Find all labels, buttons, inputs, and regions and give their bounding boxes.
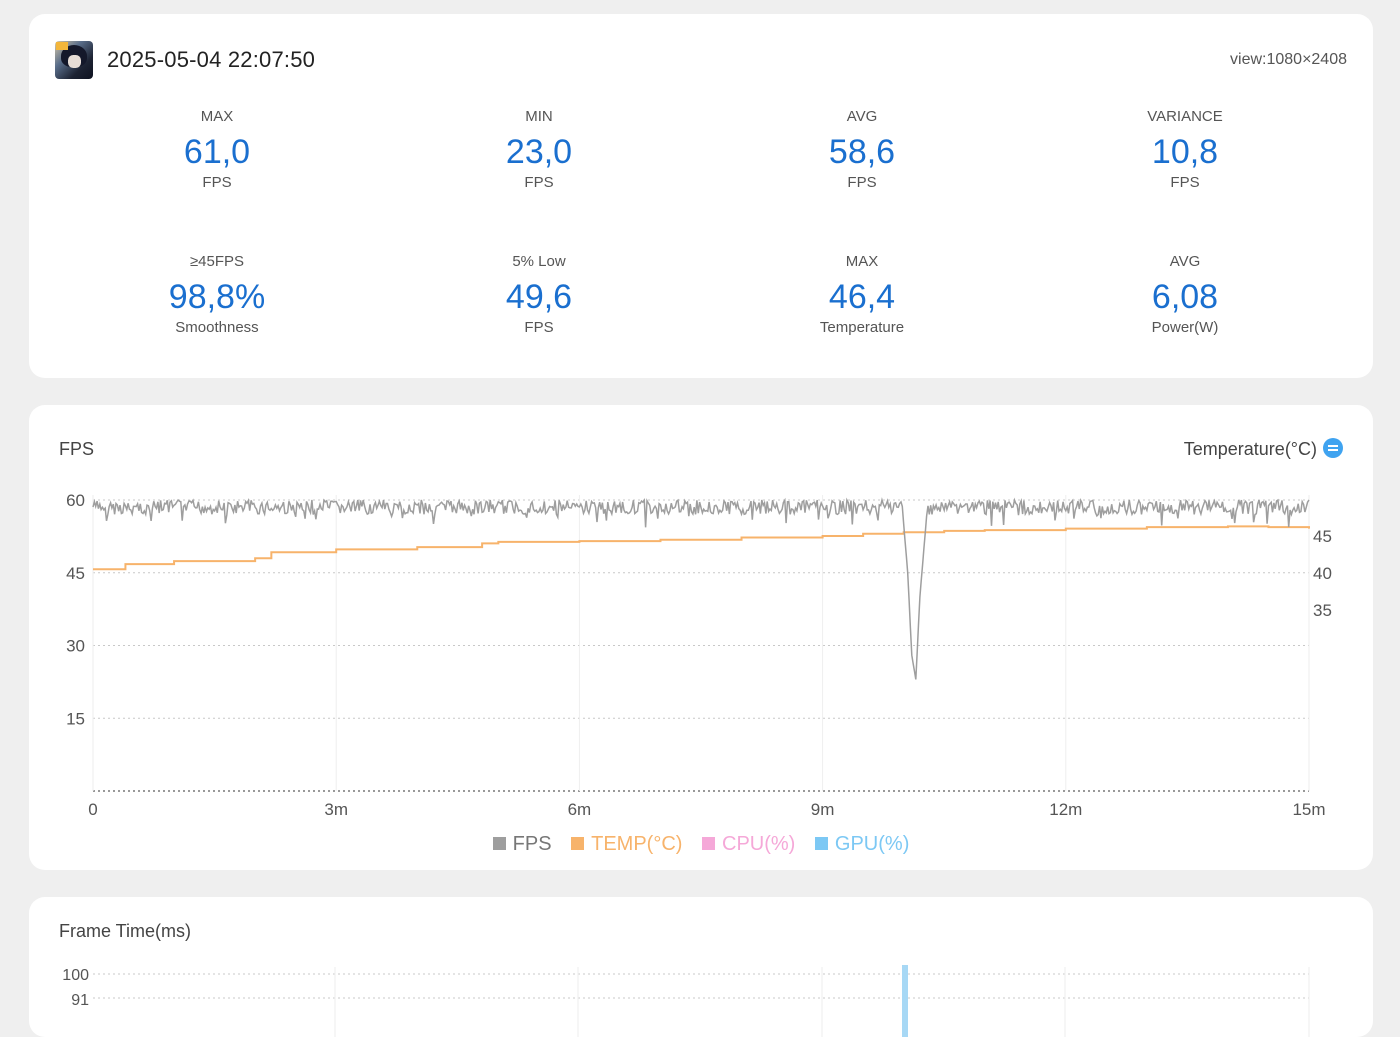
stat-unit: FPS (1170, 174, 1200, 191)
swap-axis-icon[interactable] (1323, 438, 1343, 458)
temperature-axis-title: Temperature(°C) (1183, 439, 1317, 459)
view-resolution: view:1080×2408 (1230, 51, 1347, 68)
x-tick-label: 0 (88, 800, 97, 819)
stat-label: MIN (525, 108, 553, 125)
fps-chart[interactable]: 60 45 30 15 45 40 35 0 3m 6m 9m 12m 15m (29, 405, 1373, 825)
legend-gpu[interactable]: GPU(%) (814, 833, 910, 856)
legend-temp[interactable]: TEMP(°C) (571, 833, 682, 856)
legend-swatch (814, 837, 828, 850)
session-timestamp: 2025-05-04 22:07:50 (107, 47, 316, 72)
stat-unit: FPS (524, 319, 554, 336)
legend-label: TEMP(°C) (591, 833, 683, 855)
frame-time-card: Frame Time(ms) 100 91 (29, 897, 1373, 1037)
stat-label: VARIANCE (1147, 108, 1223, 125)
y2-tick-label: 40 (1313, 564, 1332, 583)
y-tick-label: 15 (66, 709, 85, 728)
y2-tick-label: 45 (1313, 527, 1332, 546)
stat-unit: Temperature (819, 319, 905, 336)
fps-chart-card: FPS Temperature(°C) 60 45 30 15 45 40 35 0 3m 6… (29, 405, 1373, 870)
stat-max-temperature: MAX 46,4 Temperature (762, 253, 962, 336)
y-tick-label: 91 (71, 992, 89, 1009)
x-tick-label: 15m (1292, 800, 1325, 819)
legend-swatch (571, 837, 585, 850)
legend-swatch (492, 837, 506, 850)
stat-value: 98,8% (168, 278, 266, 316)
stat-value: 10,8 (1151, 133, 1219, 171)
fps-chart-title: FPS (59, 439, 95, 459)
stat-value: 49,6 (505, 278, 573, 316)
game-avatar-icon (55, 41, 93, 79)
stat-value: 61,0 (183, 133, 251, 171)
stat-unit: FPS (847, 174, 877, 191)
stat-unit: Smoothness (175, 319, 259, 336)
x-tick-label: 3m (324, 800, 348, 819)
stat-variance: VARIANCE 10,8 FPS (1085, 108, 1285, 191)
y-tick-label: 30 (66, 637, 85, 656)
fps-series-line (92, 497, 1310, 680)
stat-avg-fps: AVG 58,6 FPS (762, 108, 962, 191)
legend-fps[interactable]: FPS (492, 833, 552, 856)
legend-label: GPU(%) (834, 833, 910, 855)
stat-value: 46,4 (828, 278, 896, 316)
stat-value: 23,0 (505, 133, 573, 171)
stat-label: ≥45FPS (189, 253, 245, 270)
stat-value: 58,6 (828, 133, 896, 171)
x-tick-label: 9m (811, 800, 835, 819)
stat-5pct-low: 5% Low 49,6 FPS (439, 253, 639, 336)
stat-label: AVG (846, 108, 878, 125)
stat-label: MAX (845, 253, 879, 270)
y-tick-label: 45 (66, 564, 85, 583)
frame-time-chart[interactable]: 100 91 (29, 897, 1373, 1037)
legend-label: CPU(%) (722, 833, 796, 855)
stat-value: 6,08 (1151, 278, 1219, 316)
chart-legend: FPS TEMP(°C) CPU(%) GPU(%) (29, 833, 1373, 856)
y-tick-label: 60 (66, 491, 85, 510)
summary-card: 2025-05-04 22:07:50 view:1080×2408 MAX 6… (29, 14, 1373, 378)
stat-smoothness: ≥45FPS 98,8% Smoothness (117, 253, 317, 336)
x-tick-label: 12m (1049, 800, 1082, 819)
stat-label: AVG (1169, 253, 1201, 270)
stat-unit: FPS (202, 174, 232, 191)
stat-unit: Power(W) (1151, 319, 1219, 336)
stat-unit: FPS (524, 174, 554, 191)
stat-max-fps: MAX 61,0 FPS (117, 108, 317, 191)
legend-cpu[interactable]: CPU(%) (702, 833, 795, 856)
frame-time-title: Frame Time(ms) (59, 921, 191, 941)
temp-series-line (93, 525, 1310, 571)
stat-label: 5% Low (512, 253, 566, 270)
legend-label: FPS (512, 833, 552, 855)
stat-label: MAX (200, 108, 234, 125)
frame-time-spike (902, 965, 908, 1037)
x-tick-label: 6m (568, 800, 592, 819)
stat-avg-power: AVG 6,08 Power(W) (1085, 253, 1285, 336)
legend-swatch (702, 837, 715, 850)
y-tick-label: 100 (62, 967, 89, 984)
y2-tick-label: 35 (1313, 601, 1332, 620)
stat-min-fps: MIN 23,0 FPS (439, 108, 639, 191)
